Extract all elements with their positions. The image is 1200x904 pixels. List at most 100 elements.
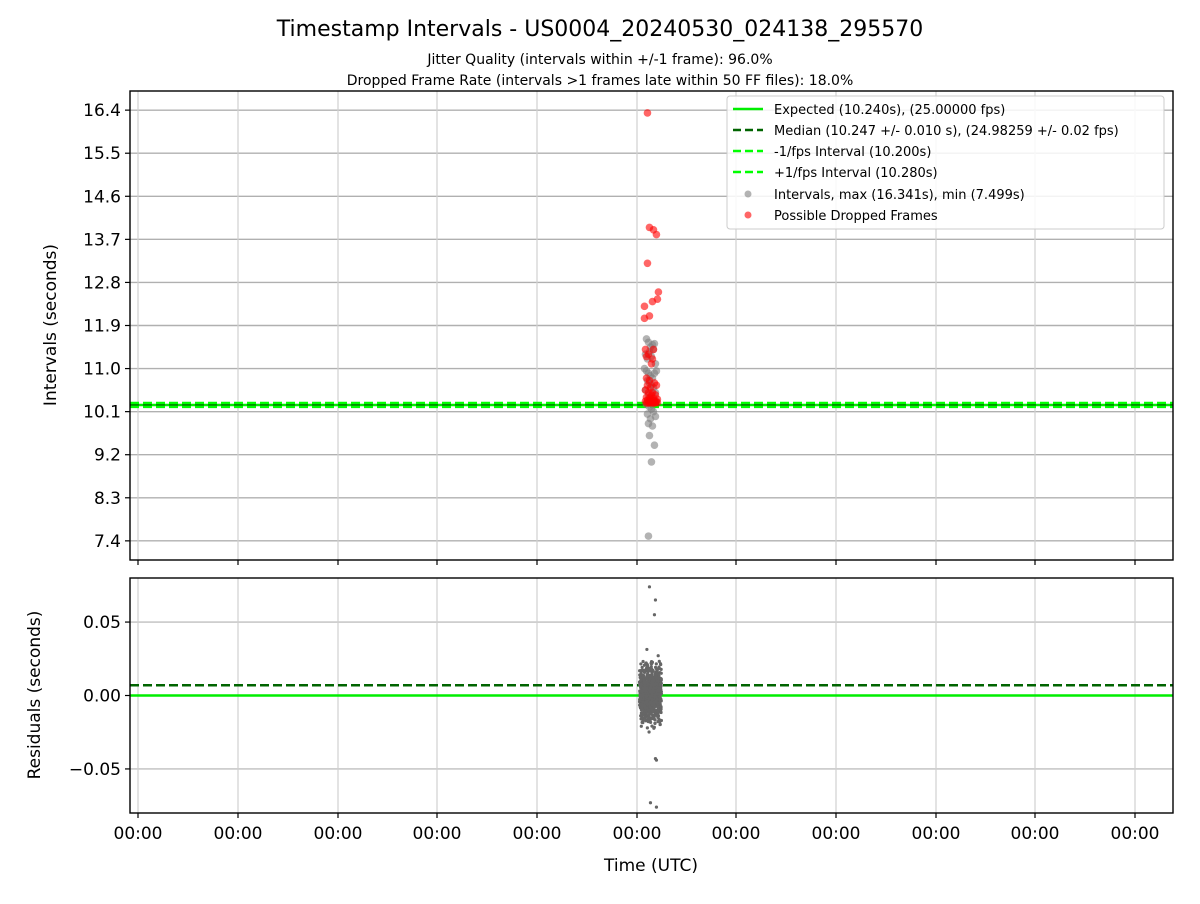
residual-point: [649, 701, 654, 705]
residual-point: [650, 667, 654, 671]
residual-point: [638, 669, 642, 673]
intervals-y-tick-label: 7.4: [94, 532, 121, 552]
residual-point: [659, 677, 663, 681]
legend-entry-dropped: Possible Dropped Frames: [744, 209, 938, 224]
residuals-y-ticks: −0.05 0.00 0.05: [69, 613, 130, 780]
intervals-y-tick-label: 11.0: [83, 360, 121, 380]
interval-point: [647, 458, 656, 466]
residual-point: [644, 694, 649, 698]
residual-point: [654, 805, 659, 809]
dropped-frame-point: [654, 288, 663, 296]
residual-point: [646, 708, 651, 712]
intervals-y-tick-label: 16.4: [83, 101, 121, 121]
interval-point: [650, 441, 659, 449]
dropped-frame-point: [653, 398, 662, 407]
residual-point: [647, 585, 652, 589]
residual-point: [639, 696, 643, 701]
residual-point: [659, 707, 663, 711]
residual-point: [642, 710, 646, 714]
legend-entry-median: Median (10.247 +/- 0.010 s), (24.98259 +…: [733, 124, 1119, 139]
residual-point: [651, 709, 655, 713]
residual-point: [648, 801, 653, 805]
legend-entry-expected: Expected (10.240s), (25.00000 fps): [733, 103, 1005, 118]
residual-point: [652, 713, 656, 717]
residual-point: [659, 667, 663, 671]
residual-point: [645, 676, 649, 680]
residual-point: [646, 664, 650, 668]
interval-point: [650, 339, 659, 348]
residual-point: [642, 679, 646, 684]
intervals-x-ticks: [137, 560, 1136, 565]
interval-point: [652, 367, 661, 375]
legend-label-median: Median (10.247 +/- 0.010 s), (24.98259 +…: [774, 124, 1119, 139]
legend-label-plus-fps: +1/fps Interval (10.280s): [774, 166, 938, 181]
residual-point: [648, 696, 652, 700]
residual-point: [644, 719, 648, 723]
interval-point: [645, 431, 654, 440]
intervals-y-tick-label: 9.2: [94, 446, 121, 466]
residual-point: [658, 701, 662, 705]
residual-point: [640, 707, 644, 711]
legend-entry-minus-fps: -1/fps Interval (10.200s): [733, 145, 931, 160]
residual-point: [657, 674, 661, 678]
residuals-x-ticks: 00:00 00:00 00:00 00:00 00:00 00:00 00:00 00:00…: [114, 813, 1160, 844]
residual-point: [654, 672, 658, 676]
residual-point: [653, 598, 658, 602]
dropped-frame-point: [648, 297, 657, 306]
residual-point: [639, 714, 643, 718]
residual-point: [652, 678, 656, 683]
dropped-frame-point: [645, 312, 654, 320]
residual-point: [645, 672, 650, 676]
x-tick-label: 00:00: [114, 824, 163, 844]
residual-point: [639, 711, 644, 715]
intervals-points: [640, 109, 663, 540]
residual-point: [647, 730, 651, 734]
interval-point: [644, 532, 653, 540]
intervals-y-tick-label: 14.6: [83, 187, 121, 207]
residual-point: [658, 720, 662, 724]
residual-point: [656, 713, 660, 717]
residuals-y-tick-label: 0.05: [83, 613, 121, 633]
residual-point: [643, 716, 647, 720]
x-tick-label: 00:00: [413, 824, 462, 844]
residual-point: [654, 667, 659, 671]
intervals-y-tick-label: 12.8: [83, 273, 121, 293]
residual-point: [653, 694, 657, 699]
residuals-y-tick-label: −0.05: [69, 760, 121, 780]
residual-point: [648, 686, 652, 690]
x-tick-label: 00:00: [1111, 824, 1160, 844]
residual-point: [648, 712, 652, 716]
residual-point: [659, 710, 663, 715]
residual-point: [642, 663, 647, 667]
dropped-frame-point: [643, 109, 652, 117]
residual-point: [645, 726, 649, 730]
intervals-y-tick-label: 10.1: [83, 403, 121, 423]
residual-point: [653, 721, 657, 725]
intervals-y-tick-label: 13.7: [83, 230, 121, 250]
residual-point: [652, 683, 656, 687]
x-tick-label: 00:00: [613, 824, 662, 844]
residual-point: [656, 707, 660, 711]
residual-point: [656, 654, 660, 658]
residual-point: [654, 662, 658, 666]
residual-point: [650, 672, 654, 676]
residuals-points: [637, 585, 663, 809]
residual-point: [658, 722, 662, 727]
x-tick-label: 00:00: [513, 824, 562, 844]
residuals-y-tick-label: 0.00: [83, 687, 121, 707]
intervals-panel: 7.4 8.3 9.2 10.1 11.0 11.9 12.8 13.7 14.6 15.5 16.…: [41, 90, 1174, 565]
dropped-frame-point: [652, 230, 661, 239]
residual-point: [641, 673, 646, 677]
dropped-frame-point: [640, 302, 649, 311]
legend-label-minus-fps: -1/fps Interval (10.200s): [774, 145, 931, 160]
x-tick-label: 00:00: [912, 824, 961, 844]
residual-point: [654, 685, 658, 690]
residual-point: [650, 661, 654, 665]
residual-point: [653, 757, 658, 761]
residual-point: [645, 700, 649, 704]
residual-point: [659, 704, 663, 709]
x-tick-label: 00:00: [812, 824, 861, 844]
chart-legend: Expected (10.240s), (25.00000 fps) Media…: [726, 95, 1165, 230]
